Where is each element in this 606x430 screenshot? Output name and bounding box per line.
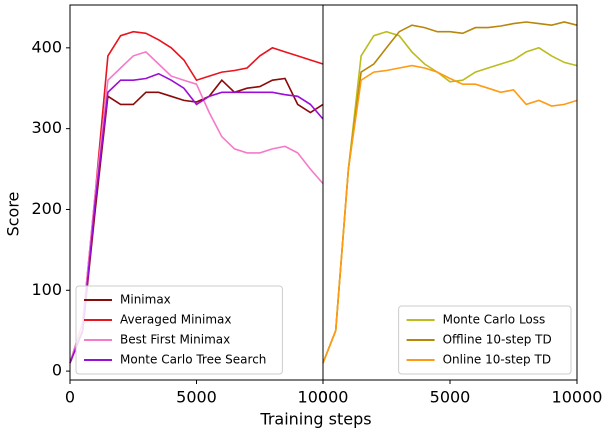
x-axis-label: Training steps — [259, 410, 371, 429]
legend-box — [75, 285, 283, 375]
x-tick-label: 0 — [318, 388, 328, 407]
y-axis-label: Score — [4, 192, 23, 237]
series-line — [69, 30, 324, 364]
series-line — [69, 72, 324, 364]
legend-box — [398, 305, 572, 375]
y-tick-label: 100 — [31, 280, 62, 299]
series-line — [322, 21, 578, 364]
y-tick-label: 300 — [31, 118, 62, 137]
series-line — [69, 77, 324, 364]
legend-label: Best First Minimax — [120, 333, 230, 347]
legend-label: Offline 10-step TD — [443, 333, 552, 347]
y-tick-label: 0 — [52, 361, 62, 380]
x-tick-label: 0 — [65, 388, 75, 407]
legend-label: Averaged Minimax — [120, 313, 231, 327]
legend-label: Monte Carlo Tree Search — [120, 353, 266, 367]
legend-label: Online 10-step TD — [443, 353, 551, 367]
legend-label: Minimax — [120, 293, 171, 307]
x-tick-label: 5000 — [176, 388, 217, 407]
legend: Minimax Averaged Minimax Best First Minima… — [75, 285, 283, 375]
legend: Monte Carlo Loss Offline 10-step TD Online… — [398, 305, 572, 375]
x-tick-label: 5000 — [430, 388, 471, 407]
series-line — [69, 50, 324, 364]
y-tick-label: 400 — [31, 37, 62, 56]
series-line — [322, 64, 578, 364]
series-line — [322, 30, 578, 364]
legend-label: Monte Carlo Loss — [443, 313, 546, 327]
x-tick-label: 10000 — [552, 388, 603, 407]
y-tick-label: 200 — [31, 199, 62, 218]
x-tick-label: 10000 — [298, 388, 349, 407]
